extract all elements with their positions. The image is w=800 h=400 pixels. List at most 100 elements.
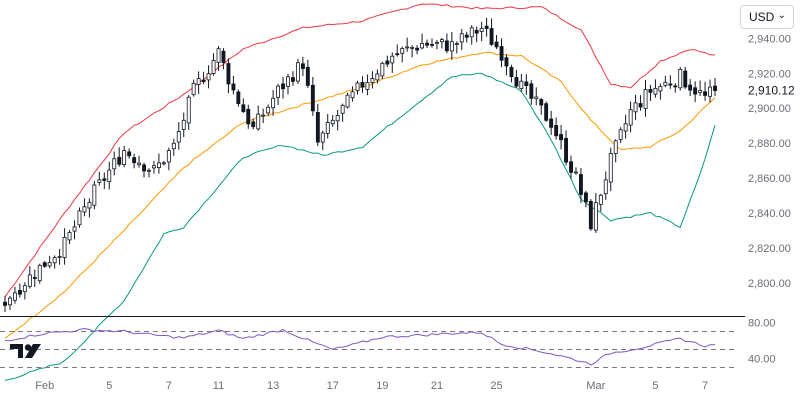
candle-body-down — [425, 42, 429, 46]
x-tick-label: 13 — [267, 380, 279, 392]
candle-body-down — [588, 200, 593, 230]
candle-body-up — [643, 89, 648, 109]
candle-body-up — [613, 140, 618, 154]
candle-body-down — [569, 161, 573, 173]
candle-body-up — [92, 184, 97, 206]
candle-body-down — [494, 41, 499, 48]
candle — [420, 33, 424, 50]
candle — [415, 45, 420, 55]
candle — [444, 33, 449, 54]
x-tick-label: 5 — [652, 380, 658, 392]
candle-body-down — [584, 192, 588, 203]
candle — [102, 172, 107, 190]
candle — [82, 198, 87, 217]
candle — [524, 74, 529, 95]
candle — [430, 38, 434, 48]
candle-body-up — [171, 142, 176, 150]
candle-body-down — [544, 103, 549, 121]
candle-body-down — [236, 91, 241, 105]
candle — [146, 168, 151, 178]
candle-body-up — [57, 256, 62, 258]
candle-body-down — [42, 262, 47, 267]
candle-body-up — [355, 82, 360, 91]
candle-body-up — [82, 206, 87, 213]
candle-body-down — [688, 84, 693, 91]
candle-body-down — [3, 301, 7, 306]
candle — [122, 145, 127, 168]
x-tick-label: 7 — [702, 380, 708, 392]
candle — [479, 21, 484, 42]
candle-body-up — [122, 150, 127, 166]
candle — [330, 115, 335, 127]
candle-body-up — [633, 102, 638, 113]
candle-body-up — [72, 226, 77, 232]
candle-body-down — [579, 174, 583, 195]
candle-body-down — [32, 277, 37, 279]
candle — [410, 45, 415, 58]
candle — [668, 75, 673, 89]
candle — [529, 80, 534, 105]
rsi-y-tick-label: 80.00 — [748, 318, 776, 330]
candle-body-up — [623, 123, 628, 132]
candle-body-up — [365, 82, 370, 90]
candle-body-down — [474, 29, 479, 34]
candle-body-up — [62, 236, 67, 258]
candle-body-up — [256, 113, 261, 130]
candle — [22, 282, 27, 300]
candle — [201, 71, 206, 85]
candle — [107, 161, 112, 190]
rsi-pane — [0, 327, 738, 368]
candle — [271, 89, 276, 116]
y-tick-label: 2,800.00 — [748, 278, 791, 290]
candle — [221, 48, 226, 70]
candle — [166, 147, 171, 171]
candle-body-down — [305, 66, 310, 86]
candle-body-up — [166, 150, 171, 163]
candle-body-up — [22, 285, 27, 293]
candle-body-down — [246, 108, 251, 125]
candle — [405, 37, 410, 52]
candle-body-down — [221, 50, 226, 63]
candle-body-up — [598, 194, 603, 205]
x-tick-label: 25 — [490, 380, 502, 392]
candle-body-down — [464, 34, 469, 38]
candle — [579, 168, 583, 203]
candle-body-up — [196, 78, 201, 85]
candle — [72, 220, 77, 240]
tradingview-logo-icon[interactable] — [10, 344, 41, 358]
candle — [504, 54, 509, 76]
candle-body-down — [310, 84, 315, 112]
candle-body-up — [161, 162, 166, 165]
candle — [628, 101, 633, 133]
candle-body-up — [52, 257, 57, 264]
candle-body-down — [132, 157, 137, 164]
candle-body-down — [683, 70, 688, 88]
candle-body-down — [509, 67, 514, 78]
currency-selector[interactable]: USD ⌄ — [740, 5, 794, 29]
candle-body-up — [335, 115, 340, 122]
candle-body-up — [618, 129, 623, 140]
candle-body-down — [539, 99, 544, 106]
candle — [281, 76, 285, 99]
candle-body-up — [608, 152, 613, 183]
candle — [648, 84, 653, 101]
candle-body-down — [489, 28, 494, 45]
candle — [633, 94, 638, 120]
candle — [216, 46, 221, 71]
candle — [355, 80, 360, 95]
candle — [390, 52, 395, 73]
candle — [325, 113, 330, 139]
middle-bollinger-band — [4, 51, 716, 339]
candle — [171, 138, 176, 156]
candle — [713, 78, 717, 97]
candle — [12, 286, 17, 304]
candle-body-up — [191, 82, 196, 96]
candle — [643, 80, 648, 117]
candle-body-up — [137, 162, 141, 166]
candle-body-up — [211, 60, 216, 74]
candle — [703, 81, 707, 101]
candle — [335, 109, 340, 131]
candle — [132, 153, 137, 169]
candle-body-up — [340, 104, 345, 114]
